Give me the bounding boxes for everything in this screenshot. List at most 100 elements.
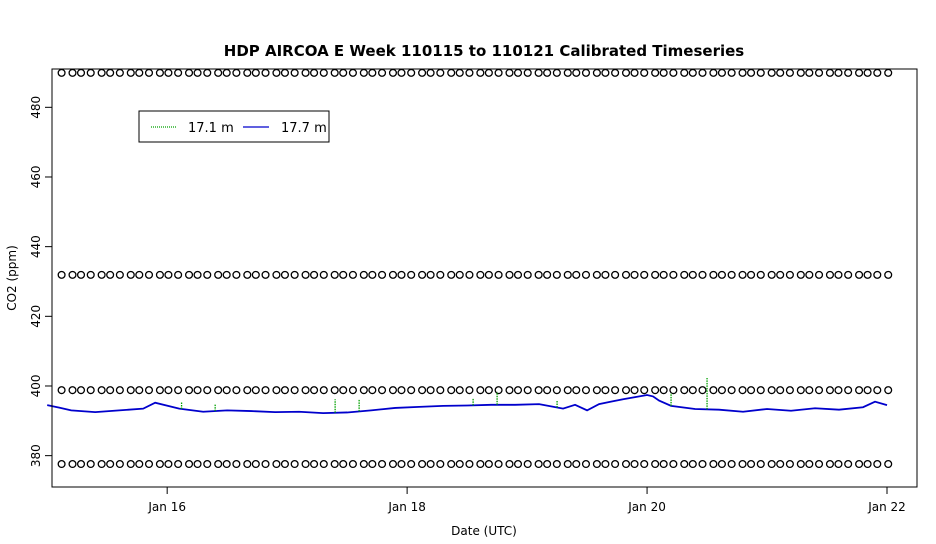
calibration-point <box>174 68 183 77</box>
calibration-point <box>476 68 485 77</box>
calibration-point <box>184 386 194 395</box>
calibration-point <box>669 386 678 395</box>
calibration-point <box>465 68 474 77</box>
calibration-point <box>659 68 668 77</box>
calibration-point <box>630 68 639 77</box>
calibration-point <box>106 68 115 77</box>
calibration-point <box>651 386 660 395</box>
calibration-point <box>630 459 639 469</box>
calibration-point <box>834 68 843 77</box>
calibration-point <box>747 459 756 469</box>
calibration-point <box>669 459 678 469</box>
calibration-point <box>825 68 834 77</box>
calibration-point <box>805 386 814 395</box>
calibration-point <box>534 270 543 279</box>
plot-frame <box>51 68 918 488</box>
calibration-point <box>193 459 202 469</box>
calibration-point <box>669 68 678 77</box>
calibration-point <box>844 270 853 279</box>
calibration-point <box>873 459 882 469</box>
calibration-points <box>57 68 893 469</box>
calibration-point <box>717 459 726 469</box>
calibration-point <box>301 270 310 279</box>
calibration-point <box>378 68 387 77</box>
calibration-point <box>251 68 260 77</box>
calibration-point <box>426 270 435 279</box>
calibration-point <box>97 68 106 77</box>
calibration-point <box>251 459 260 469</box>
calibration-point <box>513 68 523 77</box>
calibration-point <box>640 386 649 395</box>
legend: 17.1 m 17.7 m <box>138 110 330 143</box>
calibration-point <box>330 270 339 279</box>
calibration-point <box>640 270 649 279</box>
calibration-point <box>135 386 144 395</box>
calibration-point <box>552 270 561 279</box>
calibration-point <box>407 386 416 395</box>
calibration-point <box>144 386 154 395</box>
calibration-point <box>756 459 765 469</box>
calibration-point <box>513 459 523 469</box>
calibration-point <box>251 386 260 395</box>
calibration-point <box>825 386 834 395</box>
calibration-point <box>397 68 406 77</box>
calibration-point <box>455 68 464 77</box>
calibration-point <box>115 270 124 279</box>
calibration-point <box>592 386 601 395</box>
calibration-point <box>407 270 416 279</box>
calibration-point <box>184 270 194 279</box>
calibration-point <box>563 459 572 469</box>
calibration-point <box>301 68 310 77</box>
calibration-point <box>465 386 474 395</box>
calibration-point <box>844 459 853 469</box>
series-lines <box>47 377 888 415</box>
y-tick-label: 460 <box>29 166 43 189</box>
calibration-point <box>630 386 639 395</box>
calibration-point <box>359 459 368 469</box>
calibration-point <box>884 270 893 279</box>
calibration-point <box>135 68 144 77</box>
calibration-point <box>348 459 357 469</box>
calibration-point <box>505 386 514 395</box>
calibration-point <box>57 68 66 77</box>
calibration-point <box>76 459 86 469</box>
calibration-point <box>611 270 620 279</box>
calibration-point <box>476 270 485 279</box>
calibration-point <box>106 270 115 279</box>
calibration-point <box>484 270 493 279</box>
calibration-point <box>330 459 339 469</box>
calibration-point <box>688 68 697 77</box>
calibration-point <box>581 270 591 279</box>
calibration-point <box>164 459 173 469</box>
x-tick-label: Jan 18 <box>387 500 426 514</box>
calibration-point <box>126 386 135 395</box>
calibration-point <box>717 68 726 77</box>
calibration-point <box>621 270 631 279</box>
calibration-point <box>621 68 631 77</box>
calibration-point <box>476 386 485 395</box>
calibration-point <box>640 459 649 469</box>
calibration-point <box>543 270 552 279</box>
calibration-point <box>709 68 718 77</box>
calibration-point <box>688 386 697 395</box>
calibration-point <box>534 68 543 77</box>
calibration-point <box>767 459 776 469</box>
calibration-point <box>193 386 202 395</box>
calibration-point <box>455 270 464 279</box>
calibration-point <box>447 459 456 469</box>
calibration-point <box>484 68 493 77</box>
calibration-point <box>572 386 581 395</box>
calibration-point <box>407 459 416 469</box>
calibration-point <box>174 386 183 395</box>
calibration-point <box>484 459 493 469</box>
calibration-point <box>76 386 86 395</box>
calibration-point <box>572 459 581 469</box>
calibration-point <box>465 459 474 469</box>
calibration-point <box>738 68 747 77</box>
calibration-point <box>863 270 872 279</box>
calibration-point <box>261 459 270 469</box>
calibration-point <box>727 459 736 469</box>
calibration-point <box>747 68 756 77</box>
calibration-point <box>222 459 231 469</box>
